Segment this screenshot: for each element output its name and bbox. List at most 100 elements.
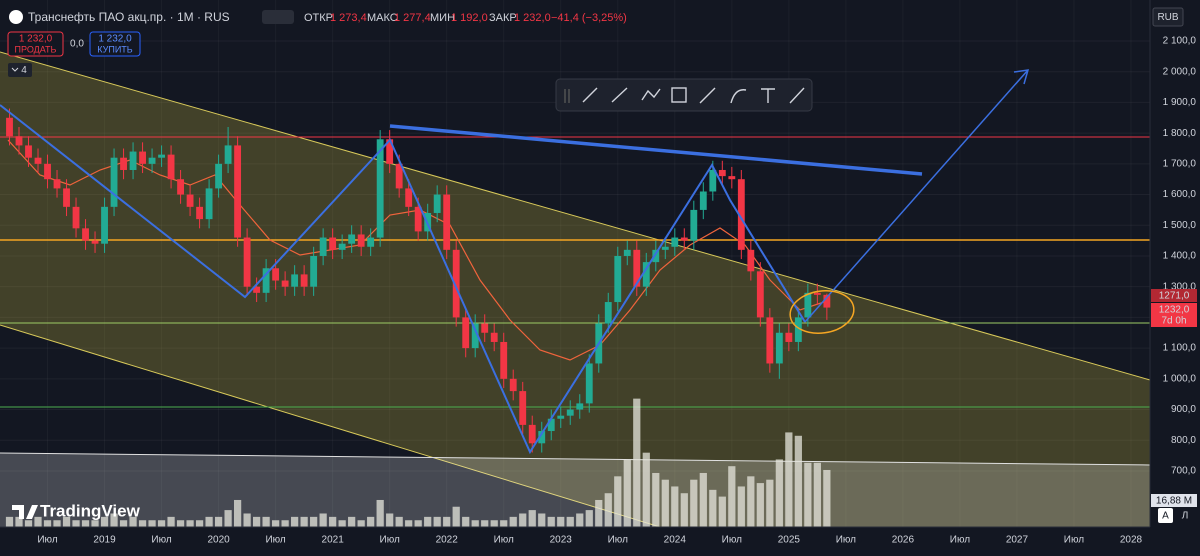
tool-path[interactable]: [641, 88, 661, 101]
x-tick-label: Июл: [494, 535, 514, 546]
tool-ray[interactable]: [611, 87, 628, 103]
y-tick-label: 1 000,0: [1163, 373, 1197, 384]
sell-button[interactable]: [7, 31, 64, 57]
candle-body: [680, 237, 688, 241]
candle-body: [63, 188, 70, 207]
buy-button[interactable]: [89, 31, 141, 57]
volume-bar: [823, 469, 831, 527]
channel-fill: [0, 52, 1150, 527]
candle-body: [319, 237, 327, 256]
candle-body: [443, 194, 451, 250]
candle-body: [690, 209, 698, 241]
candle-body: [310, 255, 318, 287]
candle-body: [718, 169, 726, 177]
tool-text[interactable]: [761, 88, 775, 103]
volume-bar: [262, 516, 270, 527]
candle-body: [224, 145, 232, 164]
y-tick-label: 2 100,0: [1163, 36, 1197, 47]
tool-measure[interactable]: [789, 87, 805, 104]
y-tick-label: 1 600,0: [1163, 189, 1197, 200]
buy-price[interactable]: 1 232,0: [98, 34, 132, 45]
currency[interactable]: RUB: [1157, 12, 1178, 23]
volume-bar: [138, 520, 147, 527]
low-value: 1 192,0: [451, 12, 488, 24]
candle-body: [728, 176, 736, 180]
volume-bar: [481, 520, 489, 527]
candle-body: [671, 237, 679, 247]
candle-body: [205, 188, 213, 220]
candle-body: [747, 249, 755, 272]
currency-button[interactable]: [1152, 7, 1184, 27]
volume-bar: [129, 516, 137, 527]
buy-label[interactable]: КУПИТЬ: [97, 44, 132, 54]
scale-log-label[interactable]: Л: [1182, 511, 1189, 522]
candle-body: [804, 292, 812, 318]
price-label: 1232,0: [1159, 305, 1190, 316]
symbol[interactable]: Транснефть ПАО акц.пр. · 1M · RUS: [28, 10, 230, 24]
x-tick-label: Июл: [608, 535, 628, 546]
sell-price[interactable]: 1 232,0: [19, 34, 53, 45]
candle-body: [215, 163, 223, 189]
tool-line[interactable]: [582, 87, 598, 103]
volume-bar: [576, 513, 584, 527]
tool-pen[interactable]: [730, 89, 747, 104]
y-tick-label: 700,0: [1171, 466, 1196, 477]
y-tick-label: 1 700,0: [1163, 158, 1197, 169]
volume-bar: [452, 506, 460, 527]
candle-body: [538, 431, 546, 444]
volume-bar: [348, 516, 356, 527]
volume-bar: [176, 520, 185, 527]
candle-body: [395, 163, 403, 189]
scale-auto-label[interactable]: A: [1162, 511, 1169, 522]
candle-body: [53, 179, 61, 189]
volume-bar: [110, 513, 118, 527]
x-tick-label: Июл: [836, 535, 856, 546]
channel-top: [0, 51, 1151, 381]
candle-body: [91, 240, 99, 244]
candle-body: [357, 234, 365, 247]
candle-body: [785, 332, 793, 342]
indicators-count[interactable]: 4: [21, 65, 27, 76]
volume-bar: [395, 516, 403, 527]
tool-rect[interactable]: [671, 87, 687, 103]
volume-bar: [424, 516, 432, 527]
candle-body: [766, 317, 774, 364]
volume-bar: [747, 476, 755, 527]
candle-body: [405, 188, 413, 207]
x-tick-label: 2027: [1006, 535, 1029, 546]
tool-brush[interactable]: [699, 87, 716, 104]
volume-bar: [24, 520, 33, 527]
candle-body: [414, 206, 422, 232]
candle-body: [614, 255, 622, 303]
volume-bar: [100, 516, 109, 527]
volume-bar: [566, 516, 574, 527]
x-tick-label: Июл: [950, 535, 970, 546]
volume-pane: [5, 398, 831, 527]
sell-label[interactable]: ПРОДАТЬ: [15, 44, 57, 54]
candle-body: [253, 286, 261, 293]
channel-bottom: [0, 324, 661, 528]
volume-bar: [775, 459, 783, 527]
watermark: TradingView: [12, 501, 141, 520]
arrow-head: [1013, 69, 1030, 85]
eye-toggle[interactable]: [262, 10, 294, 24]
candle-body: [433, 194, 441, 213]
volume-bar: [329, 516, 337, 527]
scale-auto[interactable]: [1158, 508, 1173, 523]
candle-body: [471, 323, 479, 349]
volume-bar: [433, 516, 441, 527]
volume-bar: [186, 520, 194, 527]
candle-body: [44, 163, 51, 180]
candle-body: [823, 294, 831, 308]
candle-body: [234, 145, 242, 238]
x-tick-label: 2024: [664, 535, 687, 546]
candle-body: [148, 157, 156, 164]
volume-bar: [642, 452, 650, 527]
candle-body: [243, 237, 251, 287]
volume-label: 16,88 M: [1156, 496, 1192, 507]
indicators-toggle[interactable]: [8, 63, 32, 77]
drawing-toolbar: [555, 78, 813, 112]
volume-bar: [604, 493, 612, 527]
x-tick-label: 2026: [892, 535, 915, 546]
candle-body: [709, 169, 717, 192]
